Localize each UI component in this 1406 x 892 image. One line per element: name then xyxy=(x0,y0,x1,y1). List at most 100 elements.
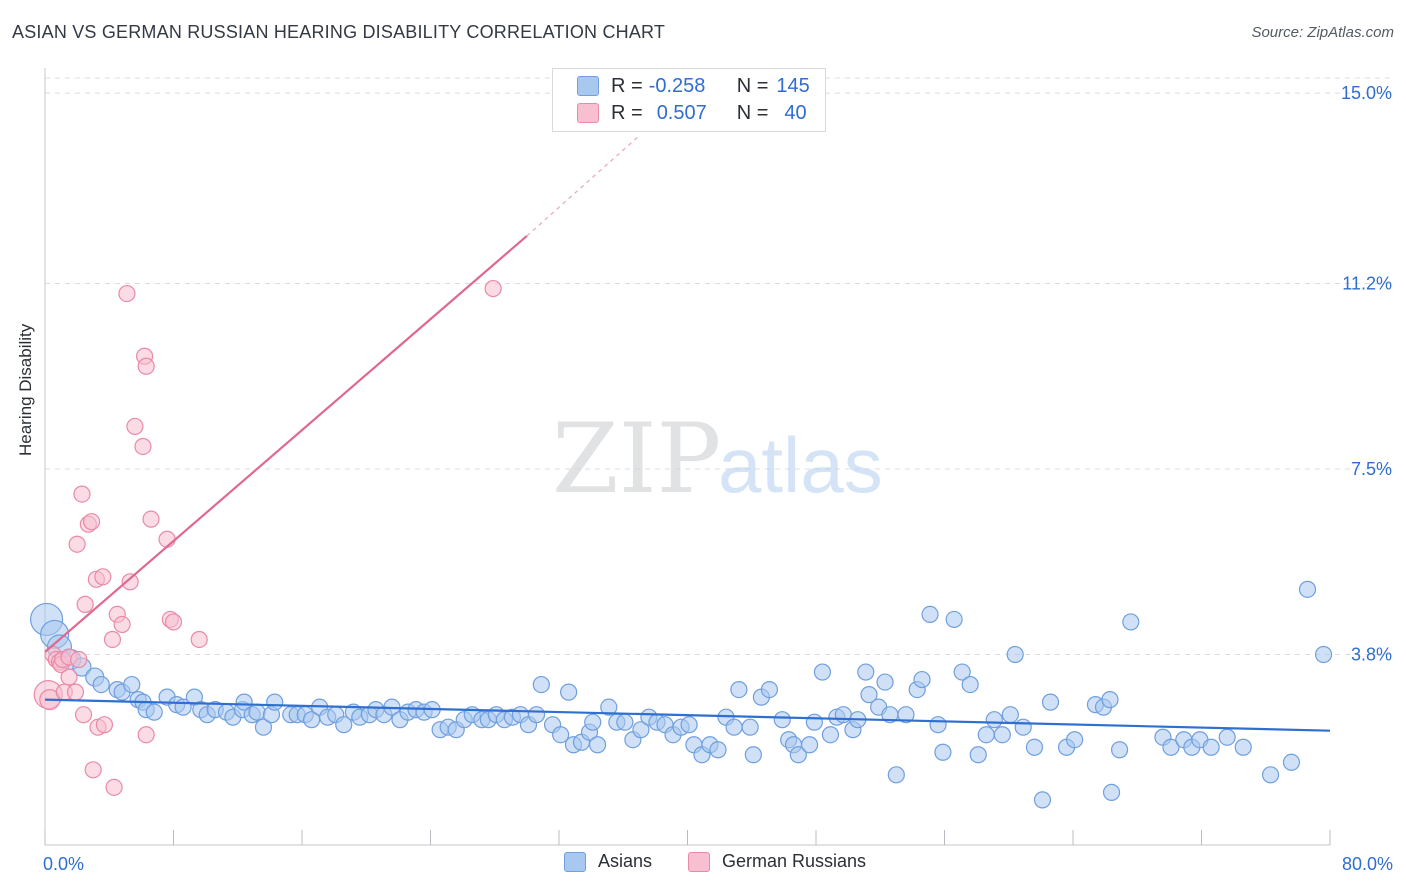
asian-point xyxy=(969,746,987,764)
asian-point xyxy=(789,746,807,764)
y-axis-title: Hearing Disability xyxy=(16,323,35,456)
asian-point xyxy=(813,663,832,681)
german-russian-point xyxy=(74,706,93,724)
series-legend-label-asians: Asians xyxy=(598,851,653,871)
asian-point xyxy=(600,698,618,716)
legend-row-asians: R = -0.258 N = 145 xyxy=(577,73,810,99)
y-axis-title-wrap: Hearing Disability xyxy=(16,324,36,456)
german-russian-point xyxy=(105,778,123,796)
legend-n-label: N = xyxy=(736,74,769,97)
german-russian-point xyxy=(137,357,155,375)
tick-label-layer: 3.8% 7.5% 11.2% 15.0% 0.0% 80.0% xyxy=(43,83,1393,874)
asian-point xyxy=(1066,731,1084,749)
german-russian-point xyxy=(121,573,139,591)
german-russian-point xyxy=(84,761,102,779)
german-russian-point xyxy=(164,613,183,631)
asian-point xyxy=(248,703,266,721)
asian-point xyxy=(123,675,141,694)
asian-point xyxy=(335,716,353,734)
asian-point xyxy=(805,713,823,731)
asian-point xyxy=(887,766,905,784)
legend-r-label: R = xyxy=(611,101,643,124)
german-russians-trendline xyxy=(44,235,528,653)
german-russian-point xyxy=(70,650,88,669)
german-russian-point xyxy=(134,437,152,456)
asian-point xyxy=(897,706,915,724)
legend-r-label: R = xyxy=(611,74,643,97)
german-russians-trendline-extension xyxy=(526,135,640,237)
german-russian-point xyxy=(142,510,160,528)
asian-point xyxy=(760,680,779,699)
asian-point xyxy=(235,693,253,711)
asian-point xyxy=(741,718,759,736)
german-russian-point xyxy=(118,284,136,303)
x-tick-label: 0.0% xyxy=(43,854,84,874)
asian-point xyxy=(934,743,952,761)
asian-point xyxy=(1025,738,1044,756)
german-russian-point xyxy=(103,630,122,649)
asian-point xyxy=(145,703,163,721)
trend-layer xyxy=(44,135,1331,732)
asian-point xyxy=(857,663,875,681)
asian-point xyxy=(584,713,602,731)
asian-point xyxy=(773,711,791,729)
series-legend-label-german-russians: German Russians xyxy=(722,851,867,871)
y-tick-label: 3.8% xyxy=(1351,645,1392,665)
german-russian-point xyxy=(484,279,502,298)
legend-r-value-german-russians: 0.507 xyxy=(656,101,707,124)
asian-point xyxy=(266,693,284,711)
series-legend-swatch-german-russians xyxy=(688,851,710,872)
german-russian-point xyxy=(73,485,91,503)
legend-r-value-asians: -0.258 xyxy=(648,74,706,97)
asian-point xyxy=(254,718,273,736)
asian-point xyxy=(1101,691,1119,709)
german-russian-point xyxy=(95,716,114,734)
y-tick-label: 11.2% xyxy=(1342,274,1392,294)
german-russian-point xyxy=(190,630,208,649)
german-russian-point xyxy=(68,535,86,553)
asian-point xyxy=(532,675,550,694)
asian-point xyxy=(1298,580,1317,598)
german-russian-point xyxy=(76,595,94,613)
correlation-legend: R = -0.258 N = 145 R = 0.507 N = 40 xyxy=(552,68,826,132)
y-tick-label: 7.5% xyxy=(1351,459,1392,479)
chart-title: ASIAN VS GERMAN RUSSIAN HEARING DISABILI… xyxy=(12,22,666,42)
series-legend-asians[interactable]: Asians xyxy=(564,851,652,872)
asian-point xyxy=(1162,738,1180,756)
asian-point xyxy=(560,683,578,701)
german-russian-point xyxy=(94,568,112,586)
asians-trendline xyxy=(44,698,1331,732)
legend-n-label: N = xyxy=(736,101,769,124)
axes-layer xyxy=(44,68,1331,846)
asian-point xyxy=(977,726,995,744)
asian-point xyxy=(632,721,650,739)
asian-point xyxy=(588,736,607,754)
legend-swatch-german-russians xyxy=(577,103,599,123)
asian-point xyxy=(709,741,727,759)
grid-layer xyxy=(45,77,1392,656)
asian-point xyxy=(876,673,894,691)
asian-point xyxy=(929,716,947,734)
asian-point xyxy=(1001,706,1019,724)
source-note: Source: ZipAtlas.com xyxy=(1251,24,1394,41)
asian-point xyxy=(1110,741,1129,759)
series-legend-german-russians[interactable]: German Russians xyxy=(688,851,866,872)
asian-point xyxy=(834,706,852,724)
asian-point xyxy=(527,706,546,724)
asian-point xyxy=(953,663,971,681)
points-layer xyxy=(30,279,1333,809)
asian-point xyxy=(1102,783,1121,801)
asian-point xyxy=(961,675,979,694)
asian-point xyxy=(1261,766,1280,784)
asian-point xyxy=(552,726,570,744)
german-russian-point xyxy=(60,668,78,686)
german-russian-point xyxy=(82,513,101,531)
german-russian-point xyxy=(113,615,131,634)
watermark-zip: ZIP xyxy=(552,403,721,515)
asian-point xyxy=(1014,718,1032,736)
asian-point xyxy=(1202,738,1220,756)
series-legend: Asians German Russians xyxy=(0,851,1406,879)
series-german-russians xyxy=(33,279,502,796)
legend-swatch-asians xyxy=(577,76,599,96)
